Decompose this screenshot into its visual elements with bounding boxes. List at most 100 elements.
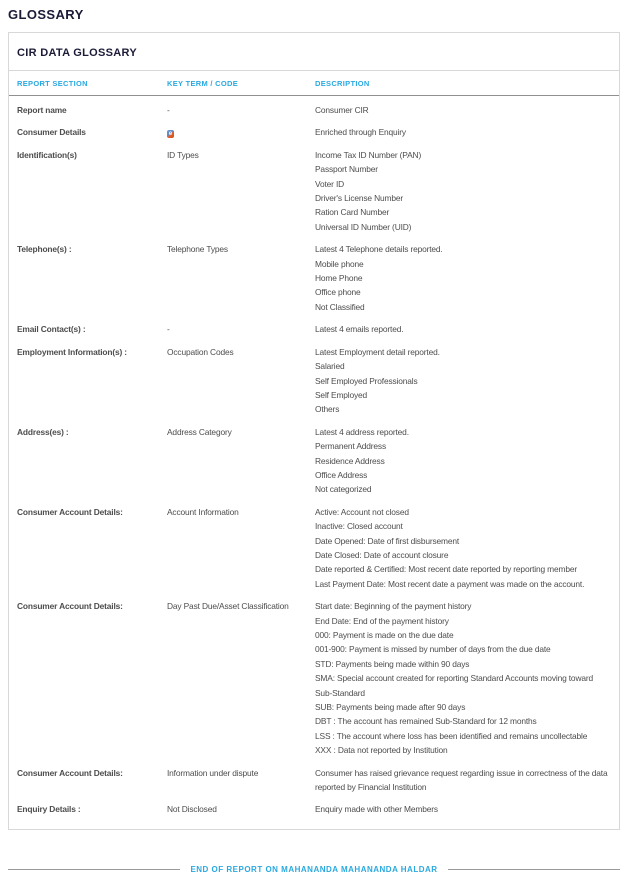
description-line: Consumer CIR [315,105,369,115]
description-line: Start date: Beginning of the payment his… [315,601,472,612]
table-row: Email Contact(s) : - Latest 4 emails repor… [9,318,619,340]
description-cell: Enquiry made with other Members [315,802,611,816]
description-line: Universal ID Number (UID) [315,221,412,232]
column-header-description: DESCRIPTION [315,79,370,88]
description-cell: Enriched through Enquiry [315,125,611,139]
report-section-cell: Address(es) : [17,426,69,437]
page-title: GLOSSARY [8,7,84,22]
description-line: STD: Payments being made within 90 days [315,658,470,669]
description-line: Others [315,404,340,415]
description-cell: Income Tax ID Number (PAN) Passport Numbe… [315,148,611,234]
description-line: Last Payment Date: Most recent date a pa… [315,578,585,589]
description-line: Income Tax ID Number (PAN) [315,149,422,160]
description-cell: Latest 4 emails reported. [315,322,611,336]
description-line: Salaried [315,361,345,372]
description-cell: Consumer has raised grievance request re… [315,766,611,795]
description-line: Office phone [315,287,361,298]
description-line: Latest 4 emails reported. [315,324,404,335]
table-row: Consumer Account Details: Account Informa… [9,501,619,595]
report-section-cell: Report name [17,105,67,115]
description-line: End Date: End of the payment history [315,615,449,626]
description-line: Enriched through Enquiry [315,127,406,138]
report-section-cell: Consumer Account Details: [17,767,123,778]
description-line: Enquiry made with other Members [315,804,438,815]
key-term-cell: Not Disclosed [167,804,217,815]
description-line: Self Employed Professionals [315,375,418,386]
glossary-box-header: CIR DATA GLOSSARY [9,33,619,71]
table-row: Employment Information(s) : Occupation Co… [9,341,619,421]
report-section-cell: Identification(s) [17,149,77,160]
description-line: SMA: Special account created for reporti… [315,673,593,698]
footer-rule-right [447,868,620,870]
description-line: Latest 4 address reported. [315,426,409,437]
key-term-cell: ID Types [167,149,199,160]
table-row: Telephone(s) : Telephone Types Latest 4 Te… [9,238,619,318]
description-line: 000: Payment is made on the due date [315,630,454,640]
description-line: Not categorized [315,484,372,495]
description-line: Driver's License Number [315,193,403,204]
key-term-cell: - [167,324,170,335]
description-line: Permanent Address [315,441,387,452]
table-row: Identification(s) ID Types Income Tax ID N… [9,144,619,238]
key-term-cell: Day Past Due/Asset Classification [167,601,289,612]
description-line: Active: Account not closed [315,506,409,517]
key-term-cell: Telephone Types [167,244,228,255]
table-row: Address(es) : Address Category Latest 4 ad… [9,421,619,501]
description-line: Date Opened: Date of first disbursement [315,535,460,546]
description-line: Date Closed: Date of account closure [315,549,449,560]
key-term-cell: - [167,105,170,115]
glossary-box: CIR DATA GLOSSARY REPORT SECTION KEY TER… [8,32,620,830]
key-term-cell: Information under dispute [167,767,259,778]
table-row: Consumer Details e Enriched through Enquir… [9,121,619,143]
description-line: Office Address [315,469,368,480]
report-section-cell: Enquiry Details : [17,804,81,815]
report-section-cell: Consumer Account Details: [17,506,123,517]
description-line: Date reported & Certified: Most recent d… [315,564,577,575]
footer-rule-left [8,868,181,870]
description-cell: Latest Employment detail reported. Salari… [315,345,611,417]
report-section-cell: Consumer Account Details: [17,601,123,612]
description-line: Latest Employment detail reported. [315,346,440,357]
table-row: Consumer Account Details: Information und… [9,762,619,799]
description-cell: Active: Account not closed Inactive: Clos… [315,505,611,591]
description-cell: Start date: Beginning of the payment his… [315,599,611,757]
description-line: 001-900: Payment is missed by number of … [315,644,551,655]
description-line: Voter ID [315,178,345,189]
key-term-cell: e [167,125,315,139]
glossary-rows: Report name - Consumer CIR Consumer Details… [9,96,619,829]
description-line: Passport Number [315,164,378,175]
report-footer: END OF REPORT ON MAHANANDA MAHANANDA HAL… [8,865,620,874]
description-line: DBT : The account has remained Sub-Stand… [315,716,537,727]
enriched-e-icon: e [167,130,174,139]
description-line: Self Employed [315,389,368,400]
glossary-box-title: CIR DATA GLOSSARY [17,47,137,59]
report-section-cell: Employment Information(s) : [17,346,127,357]
table-row: Enquiry Details : Not Disclosed Enquiry ma… [9,798,619,820]
report-section-cell: Consumer Details [17,127,86,138]
description-line: Mobile phone [315,258,364,269]
column-header-key-term: KEY TERM / CODE [167,79,239,88]
description-line: LSS : The account where loss has been id… [315,730,588,741]
description-line: Ration Card Number [315,207,390,218]
key-term-cell: Address Category [167,426,232,437]
description-line: Inactive: Closed account [315,521,403,532]
description-line: Not Classified [315,301,365,312]
description-cell: Latest 4 Telephone details reported. Mobi… [315,242,611,314]
description-line: Home Phone [315,273,363,284]
description-line: SUB: Payments being made after 90 days [315,702,466,713]
key-term-cell: Occupation Codes [167,346,234,357]
end-of-report-text: END OF REPORT ON MAHANANDA MAHANANDA HAL… [190,864,438,874]
description-line: Residence Address [315,455,385,466]
description-line: XXX : Data not reported by Institution [315,745,448,756]
table-row: Report name - Consumer CIR [9,99,619,121]
description-cell: Consumer CIR [315,103,611,117]
table-row: Consumer Account Details: Day Past Due/As… [9,595,619,761]
description-line: Latest 4 Telephone details reported. [315,244,443,255]
report-section-cell: Telephone(s) : [17,244,72,255]
report-section-cell: Email Contact(s) : [17,324,86,335]
column-header-row: REPORT SECTION KEY TERM / CODE DESCRIPTI… [9,71,619,96]
column-header-report-section: REPORT SECTION [17,79,88,88]
description-line: Consumer has raised grievance request re… [315,767,608,793]
description-cell: Latest 4 address reported. Permanent Addr… [315,425,611,497]
key-term-cell: Account Information [167,506,239,517]
